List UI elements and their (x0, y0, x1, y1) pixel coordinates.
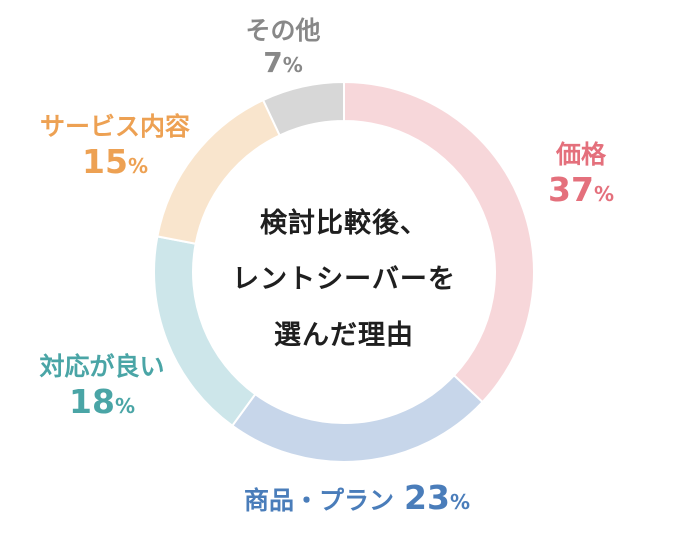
label-service-content-value: 15% (20, 142, 210, 186)
label-good-service-unit: % (114, 394, 135, 418)
center-text: 検討比較後、 レントシーバーを 選んだ理由 (214, 196, 474, 364)
label-product-plan-value: 23% (404, 478, 470, 522)
label-product-plan-name: 商品・プラン (244, 486, 395, 515)
label-product-plan-unit: % (449, 490, 470, 514)
label-service-content: サービス内容 15% (20, 112, 210, 186)
label-service-content-unit: % (127, 154, 148, 178)
center-text-line-2: レントシーバーを (232, 264, 456, 295)
label-price: 価格 37% (536, 140, 626, 214)
label-product-plan-number: 23 (404, 478, 450, 517)
label-price-value: 37% (536, 170, 626, 214)
label-good-service-value: 18% (22, 382, 182, 426)
label-other-value: 7% (228, 46, 338, 82)
slice-other (261, 80, 345, 137)
slice-product-plan (230, 373, 484, 463)
label-good-service-name: 対応が良い (39, 352, 165, 381)
center-text-line-1: 検討比較後、 (260, 208, 428, 239)
label-product-plan: 商品・プラン 23% (244, 478, 470, 522)
center-text-line-3: 選んだ理由 (274, 320, 414, 351)
label-price-name: 価格 (555, 140, 606, 169)
label-other: その他 7% (228, 16, 338, 82)
label-price-unit: % (593, 182, 614, 206)
label-other-name: その他 (245, 16, 321, 45)
label-good-service-number: 18 (69, 382, 115, 421)
label-price-number: 37 (548, 170, 594, 209)
label-other-number: 7 (263, 46, 283, 79)
label-service-content-number: 15 (82, 142, 128, 181)
label-other-unit: % (282, 53, 303, 77)
label-service-content-name: サービス内容 (39, 112, 190, 141)
label-good-service: 対応が良い 18% (22, 352, 182, 426)
